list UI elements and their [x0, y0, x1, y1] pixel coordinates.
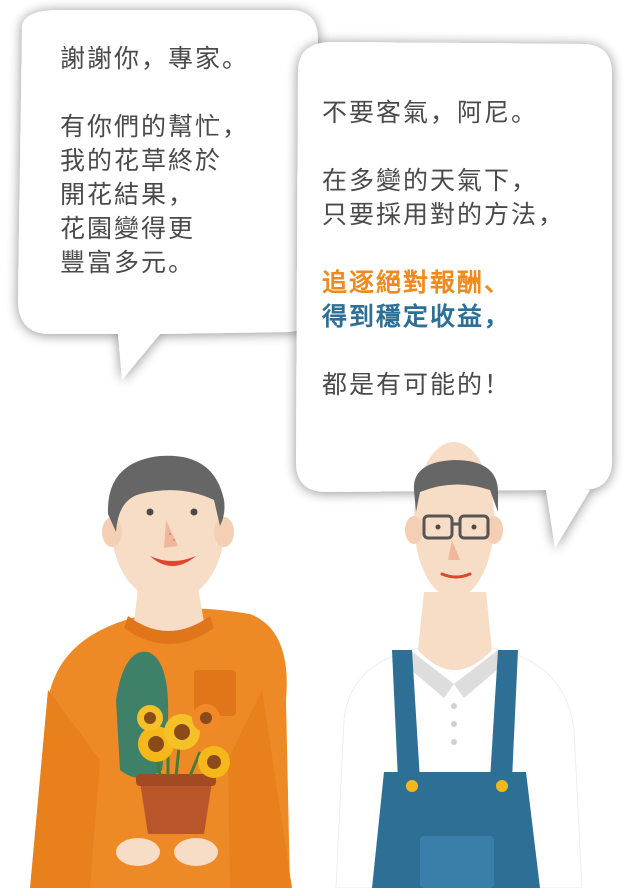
right-line-1: 不要客氣，阿尼。 [322, 98, 539, 127]
left-line-2: 有你們的幫忙， [60, 112, 250, 141]
line-spacer [322, 232, 602, 266]
left-bubble-text: 謝謝你，專家。 有你們的幫忙， 我的花草終於 開花結果， 花園變得更 豐富多元。 [60, 42, 300, 280]
right-line-3: 只要採用對的方法， [322, 200, 566, 229]
expert-smile [440, 572, 472, 579]
left-line-4: 開花結果， [60, 180, 196, 209]
glasses-icon [422, 514, 490, 540]
gardener-character [30, 455, 292, 888]
left-line-5: 花園變得更 [60, 214, 196, 243]
overalls-pocket [420, 836, 494, 888]
flower-pot [140, 782, 212, 834]
expert-hair [413, 460, 498, 512]
gardener-left-hand [116, 838, 160, 866]
overall-strap-left [392, 650, 420, 780]
right-bubble-text: 不要客氣，阿尼。 在多變的天氣下， 只要採用對的方法， 追逐絕對報酬、 得到穩定… [322, 96, 602, 402]
overall-strap-right [490, 650, 518, 780]
orange-highlight-line: 追逐絕對報酬、 [322, 268, 512, 297]
left-speech-bubble [18, 10, 318, 380]
sunflowers [137, 704, 230, 778]
gardener-smile [150, 556, 196, 566]
left-line-6: 豐富多元。 [60, 248, 196, 277]
blue-highlight-line: 得到穩定收益， [322, 302, 512, 331]
overalls-bib [372, 772, 540, 888]
gardener-right-hand [174, 838, 218, 866]
right-speech-bubble [296, 42, 612, 548]
line-spacer [322, 130, 602, 164]
left-line-1: 謝謝你，專家。 [60, 44, 250, 73]
left-line-3: 我的花草終於 [60, 146, 223, 175]
line-spacer [60, 76, 300, 110]
gardener-hair [107, 455, 225, 532]
right-line-6: 都是有可能的！ [322, 370, 512, 399]
right-line-2: 在多變的天氣下， [322, 166, 539, 195]
line-spacer [322, 334, 602, 368]
expert-character [335, 442, 583, 888]
